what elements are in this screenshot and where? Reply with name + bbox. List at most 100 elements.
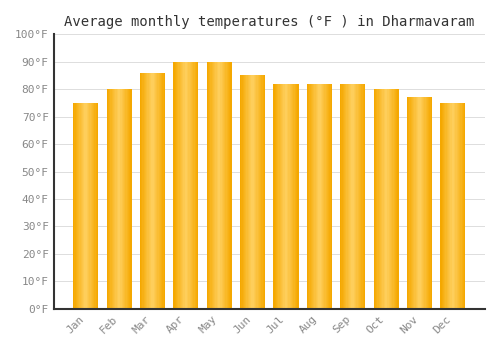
Bar bbox=[330, 84, 332, 309]
Bar bbox=[345, 84, 346, 309]
Bar bbox=[430, 97, 431, 309]
Bar bbox=[129, 89, 130, 309]
Bar bbox=[222, 62, 223, 309]
Bar bbox=[84, 103, 86, 309]
Bar bbox=[240, 76, 242, 309]
Bar bbox=[460, 103, 462, 309]
Bar bbox=[190, 62, 191, 309]
Bar bbox=[154, 73, 155, 309]
Bar bbox=[463, 103, 464, 309]
Bar bbox=[296, 84, 298, 309]
Bar bbox=[344, 84, 345, 309]
Bar bbox=[385, 89, 386, 309]
Bar bbox=[212, 62, 213, 309]
Bar bbox=[209, 62, 210, 309]
Bar bbox=[416, 97, 417, 309]
Bar bbox=[426, 97, 427, 309]
Bar bbox=[362, 84, 363, 309]
Bar bbox=[142, 73, 144, 309]
Bar bbox=[428, 97, 430, 309]
Bar bbox=[352, 84, 353, 309]
Bar bbox=[348, 84, 349, 309]
Bar bbox=[318, 84, 320, 309]
Bar bbox=[83, 103, 84, 309]
Bar bbox=[350, 84, 352, 309]
Bar bbox=[192, 62, 194, 309]
Bar bbox=[244, 76, 245, 309]
Bar bbox=[396, 89, 398, 309]
Bar bbox=[124, 89, 126, 309]
Bar bbox=[90, 103, 92, 309]
Bar bbox=[116, 89, 118, 309]
Bar bbox=[449, 103, 450, 309]
Bar bbox=[162, 73, 164, 309]
Bar bbox=[92, 103, 94, 309]
Bar bbox=[308, 84, 310, 309]
Bar bbox=[178, 62, 180, 309]
Bar bbox=[458, 103, 459, 309]
Bar bbox=[444, 103, 446, 309]
Bar bbox=[155, 73, 156, 309]
Bar bbox=[255, 76, 256, 309]
Bar bbox=[274, 84, 276, 309]
Bar bbox=[364, 84, 366, 309]
Bar bbox=[374, 89, 375, 309]
Bar bbox=[440, 103, 442, 309]
Bar bbox=[114, 89, 116, 309]
Bar bbox=[260, 76, 262, 309]
Bar bbox=[423, 97, 424, 309]
Bar bbox=[130, 89, 132, 309]
Bar bbox=[307, 84, 308, 309]
Bar bbox=[380, 89, 381, 309]
Bar bbox=[120, 89, 122, 309]
Bar bbox=[224, 62, 226, 309]
Bar bbox=[378, 89, 380, 309]
Bar bbox=[359, 84, 360, 309]
Bar bbox=[320, 84, 322, 309]
Bar bbox=[291, 84, 292, 309]
Bar bbox=[158, 73, 160, 309]
Bar bbox=[264, 76, 265, 309]
Bar bbox=[376, 89, 378, 309]
Bar bbox=[312, 84, 313, 309]
Bar bbox=[262, 76, 264, 309]
Bar bbox=[259, 76, 260, 309]
Bar bbox=[394, 89, 395, 309]
Bar bbox=[108, 89, 109, 309]
Bar bbox=[464, 103, 466, 309]
Bar bbox=[88, 103, 90, 309]
Bar bbox=[313, 84, 314, 309]
Bar bbox=[174, 62, 176, 309]
Bar bbox=[73, 103, 74, 309]
Bar bbox=[197, 62, 198, 309]
Bar bbox=[392, 89, 394, 309]
Bar bbox=[216, 62, 217, 309]
Bar bbox=[384, 89, 385, 309]
Bar bbox=[160, 73, 162, 309]
Bar bbox=[442, 103, 443, 309]
Bar bbox=[146, 73, 148, 309]
Bar bbox=[226, 62, 227, 309]
Bar bbox=[386, 89, 388, 309]
Bar bbox=[286, 84, 288, 309]
Bar bbox=[161, 73, 162, 309]
Bar bbox=[213, 62, 214, 309]
Bar bbox=[218, 62, 220, 309]
Bar bbox=[97, 103, 98, 309]
Bar bbox=[150, 73, 152, 309]
Bar bbox=[354, 84, 356, 309]
Bar bbox=[324, 84, 326, 309]
Bar bbox=[448, 103, 449, 309]
Bar bbox=[322, 84, 323, 309]
Bar bbox=[187, 62, 188, 309]
Bar bbox=[226, 62, 228, 309]
Bar bbox=[346, 84, 348, 309]
Bar bbox=[358, 84, 359, 309]
Bar bbox=[454, 103, 456, 309]
Bar bbox=[141, 73, 142, 309]
Bar bbox=[80, 103, 81, 309]
Bar bbox=[456, 103, 458, 309]
Bar bbox=[110, 89, 112, 309]
Bar bbox=[256, 76, 258, 309]
Bar bbox=[248, 76, 249, 309]
